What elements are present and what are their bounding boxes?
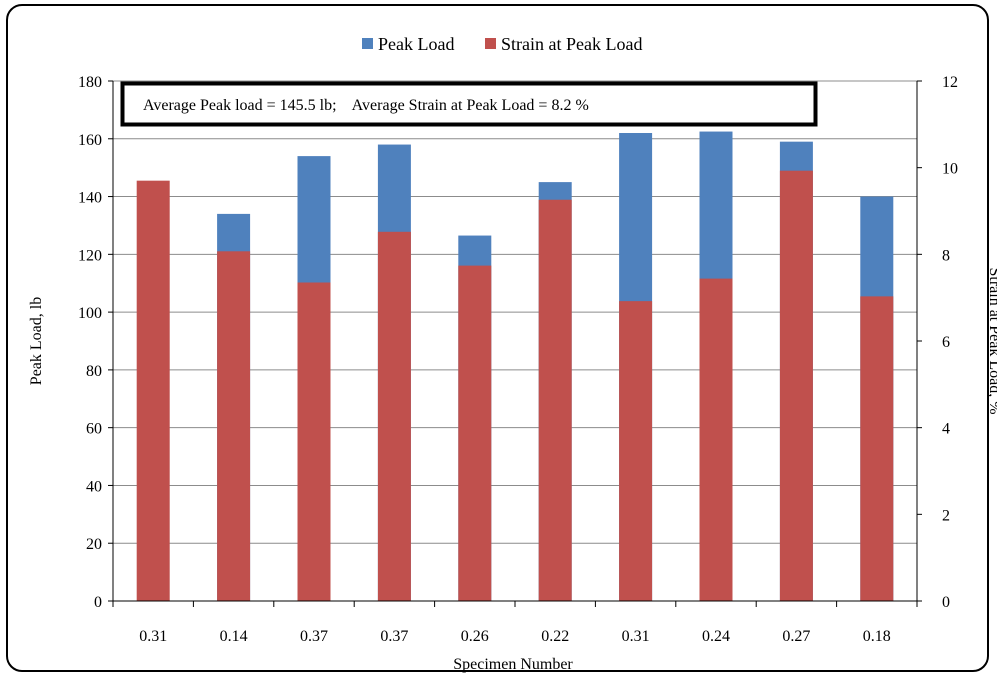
x-tick-label: 0.26 (461, 628, 489, 645)
y2-tick-label: 12 (942, 74, 958, 91)
y-tick-label: 60 (86, 421, 102, 438)
y-tick-label: 20 (86, 536, 102, 553)
y-tick-label: 0 (94, 594, 102, 611)
bar-strain (458, 265, 492, 601)
x-tick-label: 0.18 (863, 628, 891, 645)
y2-tick-label: 0 (942, 594, 950, 611)
y-tick-label: 80 (86, 363, 102, 380)
legend: Peak Load Strain at Peak Load (362, 34, 642, 54)
x-tick-label: 0.22 (541, 628, 569, 645)
x-axis-title: Specimen Number (453, 656, 573, 673)
bar-strain (860, 296, 894, 601)
legend-label-peak-load: Peak Load (378, 34, 454, 54)
bar-strain (538, 199, 572, 601)
y-tick-label: 100 (78, 305, 102, 322)
x-tick-label: 0.37 (300, 628, 328, 645)
annotation-text: Average Peak load = 145.5 lb; Average St… (143, 97, 589, 114)
y-tick-label: 120 (78, 247, 102, 264)
y-tick-label: 180 (78, 74, 102, 91)
x-tick-label: 0.14 (220, 628, 248, 645)
bar-strain (136, 180, 170, 601)
x-tick-label: 0.31 (622, 628, 650, 645)
y2-tick-label: 4 (942, 421, 950, 438)
legend-swatch-peak-load (362, 38, 373, 49)
y-axis-title: Peak Load, lb (28, 297, 45, 385)
bar-strain (619, 301, 653, 601)
bars (136, 131, 894, 602)
legend-label-strain: Strain at Peak Load (501, 34, 642, 54)
x-tick-label: 0.24 (702, 628, 730, 645)
bar-strain (297, 282, 331, 601)
bar-strain (779, 170, 813, 601)
y-tick-label: 140 (78, 190, 102, 207)
y2-tick-label: 10 (942, 161, 958, 178)
bar-strain (377, 231, 411, 602)
bar-strain (217, 251, 251, 602)
y2-tick-label: 2 (942, 507, 950, 524)
x-tick-label: 0.37 (380, 628, 408, 645)
y-tick-label: 160 (78, 132, 102, 149)
axes: 0 20 40 60 80 100 120 140 160 180 0 2 4 6 8 10 12 0.31 0.1… (78, 74, 958, 645)
annotation-box: Average Peak load = 145.5 lb; Average St… (120, 81, 818, 127)
x-tick-label: 0.31 (139, 628, 167, 645)
y2-tick-label: 8 (942, 247, 950, 264)
x-tick-label: 0.27 (782, 628, 810, 645)
y-tick-label: 40 (86, 478, 102, 495)
y2-axis-title: Strain at Peak Load, % (986, 267, 997, 414)
bar-strain (699, 278, 733, 601)
legend-swatch-strain (485, 38, 496, 49)
y2-tick-label: 6 (942, 334, 950, 351)
